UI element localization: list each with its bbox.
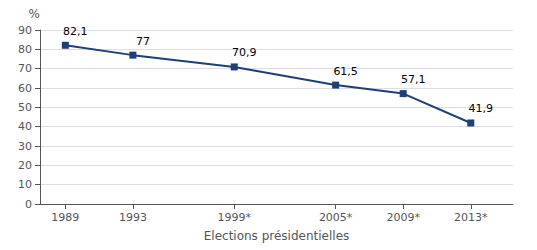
svg-text:82,1: 82,1 — [63, 25, 88, 38]
svg-text:2013*: 2013* — [454, 211, 488, 224]
svg-text:50: 50 — [18, 101, 32, 114]
svg-text:41,9: 41,9 — [469, 102, 494, 115]
svg-text:10: 10 — [18, 178, 32, 191]
svg-text:2005*: 2005* — [319, 211, 353, 224]
svg-text:30: 30 — [18, 140, 32, 153]
svg-text:40: 40 — [18, 120, 32, 133]
svg-text:0: 0 — [25, 198, 32, 211]
svg-text:77: 77 — [136, 35, 150, 48]
svg-text:1999*: 1999* — [218, 211, 252, 224]
svg-text:2009*: 2009* — [386, 211, 420, 224]
svg-text:61,5: 61,5 — [333, 65, 358, 78]
svg-text:1989: 1989 — [51, 211, 79, 224]
svg-text:%: % — [29, 7, 40, 21]
svg-text:90: 90 — [18, 24, 32, 37]
svg-text:1993: 1993 — [119, 211, 147, 224]
svg-text:70: 70 — [18, 62, 32, 75]
svg-text:57,1: 57,1 — [401, 73, 426, 86]
svg-text:70,9: 70,9 — [232, 46, 256, 59]
svg-text:Elections présidentielles: Elections présidentielles — [204, 229, 350, 243]
svg-text:20: 20 — [18, 159, 32, 172]
svg-text:60: 60 — [18, 82, 32, 95]
svg-text:80: 80 — [18, 43, 32, 56]
